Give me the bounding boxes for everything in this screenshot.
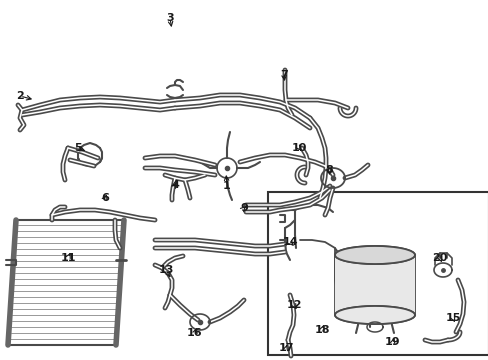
Text: 7: 7 [280, 70, 287, 80]
Text: 18: 18 [314, 325, 329, 335]
Text: 11: 11 [60, 253, 76, 263]
Text: 15: 15 [445, 313, 460, 323]
Polygon shape [334, 255, 414, 315]
Text: 3: 3 [166, 13, 173, 23]
Text: 5: 5 [74, 143, 81, 153]
Ellipse shape [334, 246, 414, 264]
Polygon shape [8, 220, 124, 345]
Text: 1: 1 [223, 181, 230, 191]
Ellipse shape [334, 306, 414, 324]
Text: 14: 14 [282, 237, 297, 247]
Text: 8: 8 [325, 165, 332, 175]
Bar [267, 192, 488, 355]
Text: 20: 20 [431, 253, 447, 263]
Text: 10: 10 [291, 143, 306, 153]
Text: 12: 12 [285, 300, 301, 310]
Text: 13: 13 [158, 265, 173, 275]
Text: 9: 9 [240, 203, 247, 213]
Text: 16: 16 [187, 328, 203, 338]
Text: 4: 4 [171, 180, 179, 190]
Text: 19: 19 [385, 337, 400, 347]
Text: 17: 17 [278, 343, 293, 353]
Text: 2: 2 [16, 91, 24, 101]
Text: 6: 6 [101, 193, 109, 203]
